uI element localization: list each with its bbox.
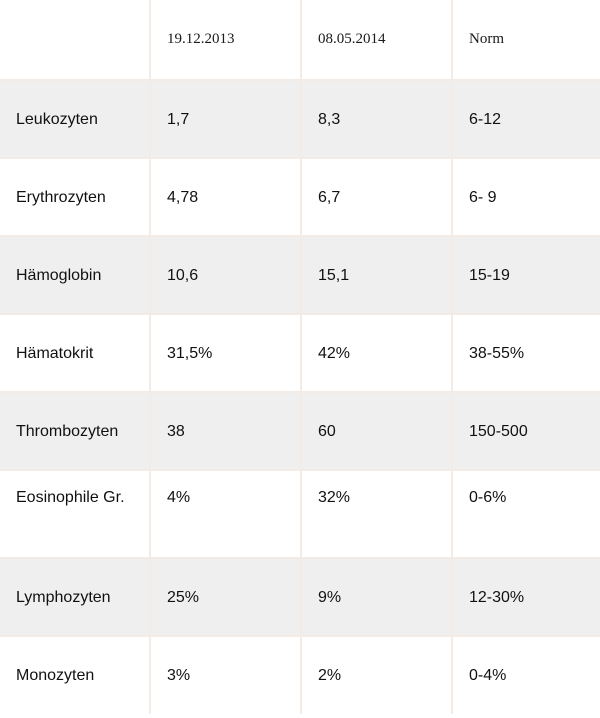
value-cell: 4,78 [150,158,302,237]
parameter-cell: Erythrozyten [0,158,151,237]
norm-cell: 150-500 [452,392,600,471]
value-cell: 31,5% [150,314,302,393]
parameter-cell: Hämatokrit [0,314,151,393]
value-cell: 25% [150,558,302,637]
norm-cell: 6- 9 [452,158,600,237]
norm-cell: 0-6% [452,470,600,559]
value-cell: 9% [301,558,453,637]
value-cell: 42% [301,314,453,393]
table-row: Hämoglobin 10,6 15,1 15-19 [0,236,600,315]
value-cell: 15,1 [301,236,453,315]
header-date-2: 08.05.2014 [301,0,453,81]
parameter-cell: Lymphozyten [0,558,151,637]
header-date-1: 19.12.2013 [150,0,302,81]
value-cell: 2% [301,636,453,714]
value-cell: 4% [150,470,302,559]
table-row: Erythrozyten 4,78 6,7 6- 9 [0,158,600,237]
parameter-cell: Monozyten [0,636,151,714]
header-norm: Norm [452,0,600,81]
table-row: Eosinophile Gr. 4% 32% 0-6% [0,470,600,559]
table-row: Leukozyten 1,7 8,3 6-12 [0,80,600,159]
header-parameter [0,0,151,81]
parameter-cell: Leukozyten [0,80,151,159]
norm-cell: 38-55% [452,314,600,393]
value-cell: 1,7 [150,80,302,159]
value-cell: 6,7 [301,158,453,237]
value-cell: 8,3 [301,80,453,159]
parameter-cell: Thrombozyten [0,392,151,471]
parameter-cell: Hämoglobin [0,236,151,315]
table-row: Monozyten 3% 2% 0-4% [0,636,600,714]
table-row: Lymphozyten 25% 9% 12-30% [0,558,600,637]
value-cell: 60 [301,392,453,471]
table-header-row: 19.12.2013 08.05.2014 Norm [0,0,600,81]
norm-cell: 12-30% [452,558,600,637]
value-cell: 38 [150,392,302,471]
table-row: Hämatokrit 31,5% 42% 38-55% [0,314,600,393]
norm-cell: 15-19 [452,236,600,315]
parameter-cell: Eosinophile Gr. [0,470,151,559]
value-cell: 32% [301,470,453,559]
table-row: Thrombozyten 38 60 150-500 [0,392,600,471]
norm-cell: 6-12 [452,80,600,159]
value-cell: 10,6 [150,236,302,315]
value-cell: 3% [150,636,302,714]
norm-cell: 0-4% [452,636,600,714]
